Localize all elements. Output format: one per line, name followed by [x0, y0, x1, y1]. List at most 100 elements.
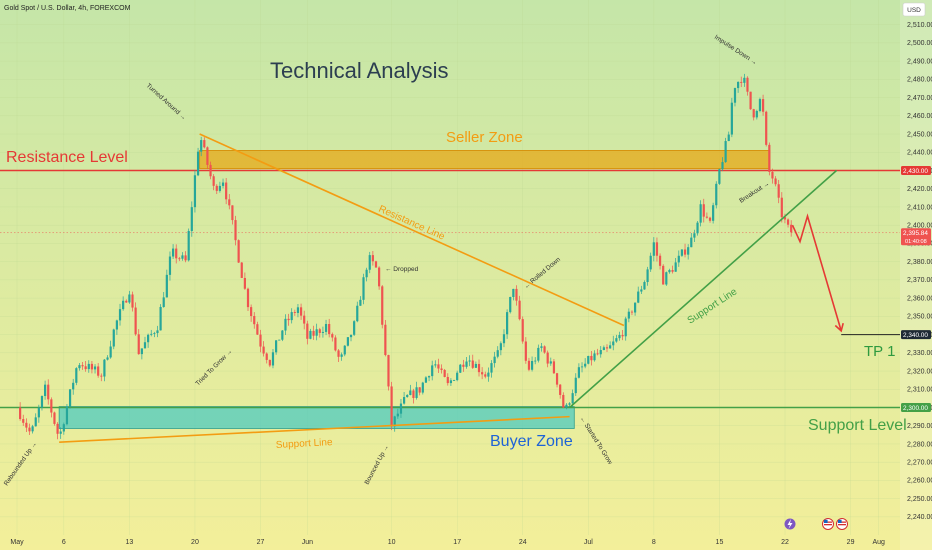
candle-body	[337, 350, 340, 357]
x-tick-label: 8	[652, 539, 656, 546]
candle-body	[402, 397, 406, 404]
candle-body	[306, 323, 309, 339]
y-tick-label: 2,250.00	[907, 496, 932, 503]
candle-body	[449, 380, 453, 384]
candle-body	[171, 248, 175, 257]
candle-body	[481, 372, 484, 375]
support-level-label: Support Level	[808, 417, 907, 434]
us-flag-event-icon[interactable]	[822, 518, 834, 530]
candle-body	[106, 357, 109, 360]
candle-body	[540, 346, 543, 348]
candle-body	[452, 380, 456, 381]
y-tick-label: 2,500.00	[907, 40, 932, 47]
candle-body	[755, 110, 758, 118]
candle-body	[293, 312, 296, 313]
candle-body	[122, 300, 125, 310]
candle-body	[250, 307, 253, 317]
candle-body	[181, 255, 184, 259]
candle-body	[19, 407, 22, 420]
price-badge-text: 2,300.00	[903, 405, 928, 412]
candle-body	[209, 164, 212, 177]
candle-body	[50, 399, 53, 413]
candle-body	[365, 269, 368, 278]
candle-body	[359, 299, 362, 306]
x-tick-label: 29	[847, 539, 855, 546]
lightning-event-icon[interactable]	[784, 518, 796, 530]
candle-body	[184, 255, 187, 261]
candle-body	[599, 350, 602, 355]
candle-body	[652, 242, 655, 256]
candle-body	[324, 324, 328, 332]
candle-body	[674, 262, 677, 272]
candle-body	[705, 216, 708, 218]
candle-body	[225, 182, 228, 200]
candle-body	[328, 324, 331, 335]
y-tick-label: 2,320.00	[907, 368, 932, 375]
candle-body	[721, 162, 724, 170]
candle-body	[118, 309, 122, 321]
candle-body	[537, 347, 540, 361]
candle-body	[777, 184, 780, 198]
candle-body	[100, 375, 103, 377]
candle-body	[137, 334, 140, 355]
candle-body	[78, 365, 81, 369]
candle-body	[200, 140, 203, 152]
candle-body	[34, 417, 37, 427]
candle-body	[693, 233, 696, 238]
candle-body	[406, 394, 409, 398]
candle-body	[440, 368, 443, 370]
currency-button[interactable]	[902, 2, 926, 17]
candle-body	[443, 369, 446, 377]
candle-body	[346, 337, 349, 346]
candle-body	[290, 312, 293, 321]
candle-body	[506, 312, 509, 335]
y-tick-label: 2,450.00	[907, 131, 932, 138]
us-flag-event-icon[interactable]	[836, 518, 848, 530]
candle-body	[103, 359, 106, 377]
candle-body	[84, 366, 87, 370]
candle-body	[140, 348, 143, 355]
candle-body	[150, 333, 153, 335]
candle-body	[265, 353, 268, 360]
candle-body	[549, 361, 552, 364]
candle-body	[624, 318, 627, 337]
candle-body	[477, 363, 481, 373]
candle-body	[203, 140, 206, 148]
candle-body	[584, 363, 587, 367]
candle-body	[609, 345, 612, 349]
candle-body	[371, 255, 374, 262]
candle-body	[287, 318, 290, 321]
candle-body	[68, 389, 72, 407]
candle-body	[418, 387, 421, 393]
candle-body	[456, 372, 459, 381]
candle-body	[459, 364, 462, 373]
candle-body	[156, 330, 159, 334]
candle-body	[281, 330, 284, 340]
y-tick-label: 2,280.00	[907, 441, 932, 448]
candle-body	[178, 258, 181, 260]
y-tick-label: 2,360.00	[907, 295, 932, 302]
candle-body	[431, 365, 434, 377]
candle-body	[296, 307, 300, 313]
candle-body	[618, 335, 621, 339]
candle-body	[143, 342, 147, 349]
candle-body	[65, 406, 69, 425]
candle-body	[362, 277, 365, 300]
candle-body	[390, 386, 393, 427]
seller-zone-label: Seller Zone	[446, 129, 523, 146]
candle-body	[153, 333, 156, 334]
candle-body	[97, 366, 100, 376]
x-tick-label: Aug	[872, 539, 885, 546]
candle-body	[47, 384, 50, 400]
candle-body	[56, 423, 59, 434]
y-tick-label: 2,290.00	[907, 423, 932, 430]
candle-body	[683, 249, 687, 255]
candle-body	[493, 356, 496, 364]
support-line-label-bottom: Support Line	[276, 437, 334, 451]
candle-body	[234, 220, 237, 241]
candle-body	[749, 91, 752, 110]
candle-body	[312, 330, 315, 336]
x-tick-label: 13	[125, 539, 133, 546]
